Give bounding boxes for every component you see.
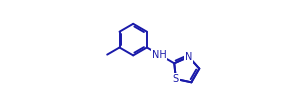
Text: NH: NH: [152, 50, 167, 60]
Text: S: S: [173, 74, 179, 84]
Text: N: N: [185, 52, 192, 62]
